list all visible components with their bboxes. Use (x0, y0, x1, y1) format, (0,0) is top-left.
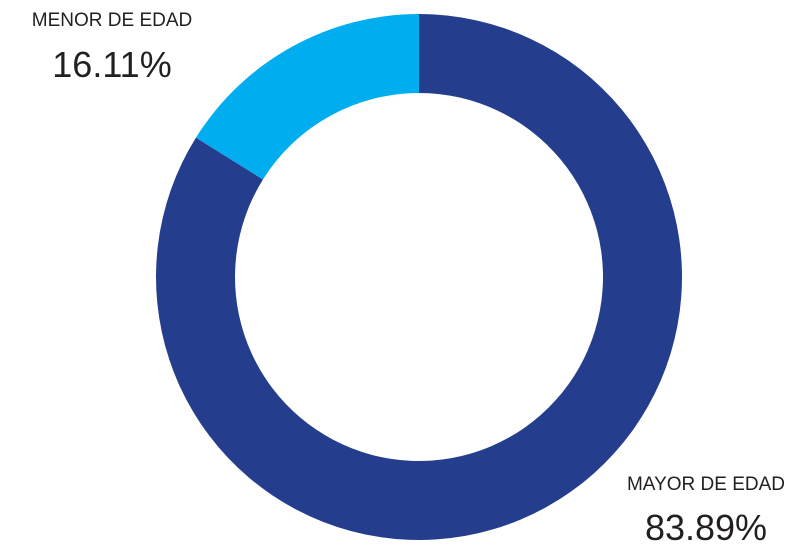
slice-label-mayor-de-edad-name: MAYOR DE EDAD (627, 474, 785, 495)
slice-label-menor-de-edad-value: 16.11% (52, 44, 171, 85)
donut-slices (155, 14, 682, 540)
slice-label-menor-de-edad-name: MENOR DE EDAD (32, 10, 192, 31)
slice-menor-de-edad (195, 14, 419, 180)
slice-mayor-de-edad (155, 14, 682, 540)
slice-label-mayor-de-edad-value: 83.89% (645, 507, 767, 546)
